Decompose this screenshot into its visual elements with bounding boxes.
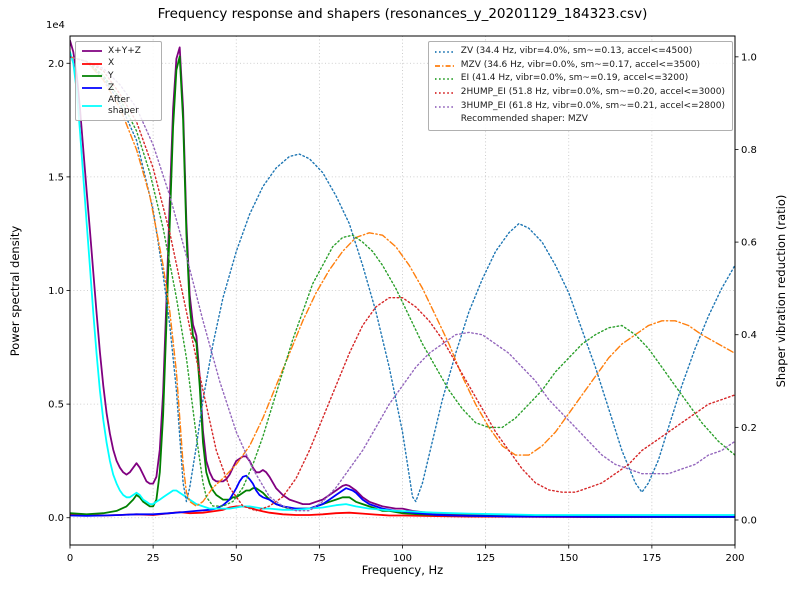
x-legend-swatch: [82, 62, 102, 65]
zv-legend-swatch: [434, 50, 455, 53]
y-legend-swatch: [82, 75, 102, 77]
legend-label: EI (41.4 Hz, vibr=0.0%, sm~=0.19, accel<…: [460, 73, 689, 84]
legend-label: MZV (34.6 Hz, vibr=0.0%, sm~=0.17, accel…: [460, 59, 700, 70]
chart-title: Frequency response and shapers (resonanc…: [157, 6, 648, 22]
series-zv-line: [70, 56, 735, 503]
legend-item-3hump-ei: 3HUMP_EI (61.8 Hz, vibr=0.0%, sm~=0.21, …: [434, 101, 725, 113]
legend-item-note: Recommended shaper: MZV: [434, 114, 725, 126]
legend-label: After shaper: [108, 95, 139, 116]
legend-blank-swatch: [434, 115, 456, 125]
legend-label: X+Y+Z: [108, 46, 141, 56]
xyz-legend-swatch: [82, 50, 102, 53]
left-y-axis-label: Power spectral density: [8, 225, 22, 357]
legend-item-after-shaper: After shaper: [81, 95, 154, 116]
legend-label: Z: [108, 83, 115, 94]
legend-item-mzv: MZV (34.6 Hz, vibr=0.0%, sm~=0.17, accel…: [434, 60, 725, 72]
left-axis-offset-label: 1e4: [46, 20, 65, 31]
right-y-tick-label: 0.4: [741, 330, 757, 341]
x-tick-label: 125: [476, 553, 495, 564]
x-tick-label: 75: [313, 553, 326, 564]
mzv-legend-swatch: [434, 64, 455, 67]
x-tick-label: 175: [642, 553, 661, 564]
legend-label: ZV (34.4 Hz, vibr=4.0%, sm~=0.13, accel<…: [460, 46, 693, 56]
legend-label: 3HUMP_EI (61.8 Hz, vibr=0.0%, sm~=0.21, …: [460, 100, 725, 111]
right-y-tick-label: 0.6: [741, 238, 757, 249]
legend-item-zv: ZV (34.4 Hz, vibr=4.0%, sm~=0.13, accel<…: [434, 46, 725, 58]
right-y-tick-label: 0.2: [741, 423, 757, 434]
series-mzv-line: [70, 56, 735, 507]
shaper-legend: ZV (34.4 Hz, vibr=4.0%, sm~=0.13, accel<…: [427, 41, 733, 132]
right-y-tick-label: 0.0: [741, 515, 757, 526]
left-y-tick-label: 1.5: [48, 172, 64, 183]
z-legend-swatch: [82, 87, 102, 90]
right-y-axis-label: Shaper vibration reduction (ratio): [774, 194, 788, 388]
legend-item-y: Y: [81, 71, 154, 81]
left-y-tick-label: 0.0: [48, 513, 64, 524]
legend-item-2hump-ei: 2HUMP_EI (51.8 Hz, vibr=0.0%, sm~=0.20, …: [434, 87, 725, 99]
x-axis-label: Frequency, Hz: [361, 563, 444, 577]
right-y-tick-label: 0.8: [741, 145, 757, 156]
series-ei-line: [70, 56, 735, 507]
right-y-tick-label: 1.0: [741, 52, 757, 63]
legend-item-x: X: [81, 58, 154, 68]
after-shaper-legend-swatch: [82, 104, 102, 107]
x-tick-label: 25: [147, 553, 160, 564]
x-tick-label: 0: [67, 553, 73, 564]
2hump-ei-legend-swatch: [434, 92, 455, 94]
x-tick-label: 100: [393, 553, 412, 564]
x-tick-label: 150: [559, 553, 578, 564]
series-2hump-ei-line: [70, 56, 735, 512]
series-3hump-ei-line: [70, 56, 735, 512]
legend-label: 2HUMP_EI (51.8 Hz, vibr=0.0%, sm~=0.20, …: [460, 87, 725, 98]
legend-label: Y: [108, 70, 114, 81]
legend-item-ei: EI (41.4 Hz, vibr=0.0%, sm~=0.19, accel<…: [434, 73, 725, 85]
series-after-shaper-line: [70, 51, 735, 516]
x-tick-label: 200: [725, 553, 744, 564]
x-tick-label: 50: [230, 553, 243, 564]
left-y-tick-label: 0.5: [48, 400, 64, 411]
left-y-tick-label: 2.0: [48, 59, 64, 70]
legend-label: X: [108, 58, 115, 69]
psd-legend: X+Y+Z X Y Z After shaper: [75, 41, 162, 122]
ei-legend-swatch: [434, 78, 455, 81]
series-xyz-line: [70, 39, 735, 518]
legend-item-z: Z: [81, 83, 154, 93]
left-y-tick-label: 1.0: [48, 286, 64, 297]
legend-item-xyz: X+Y+Z: [81, 46, 154, 56]
3hump-ei-legend-swatch: [434, 105, 455, 108]
legend-label: Recommended shaper: MZV: [460, 114, 588, 125]
